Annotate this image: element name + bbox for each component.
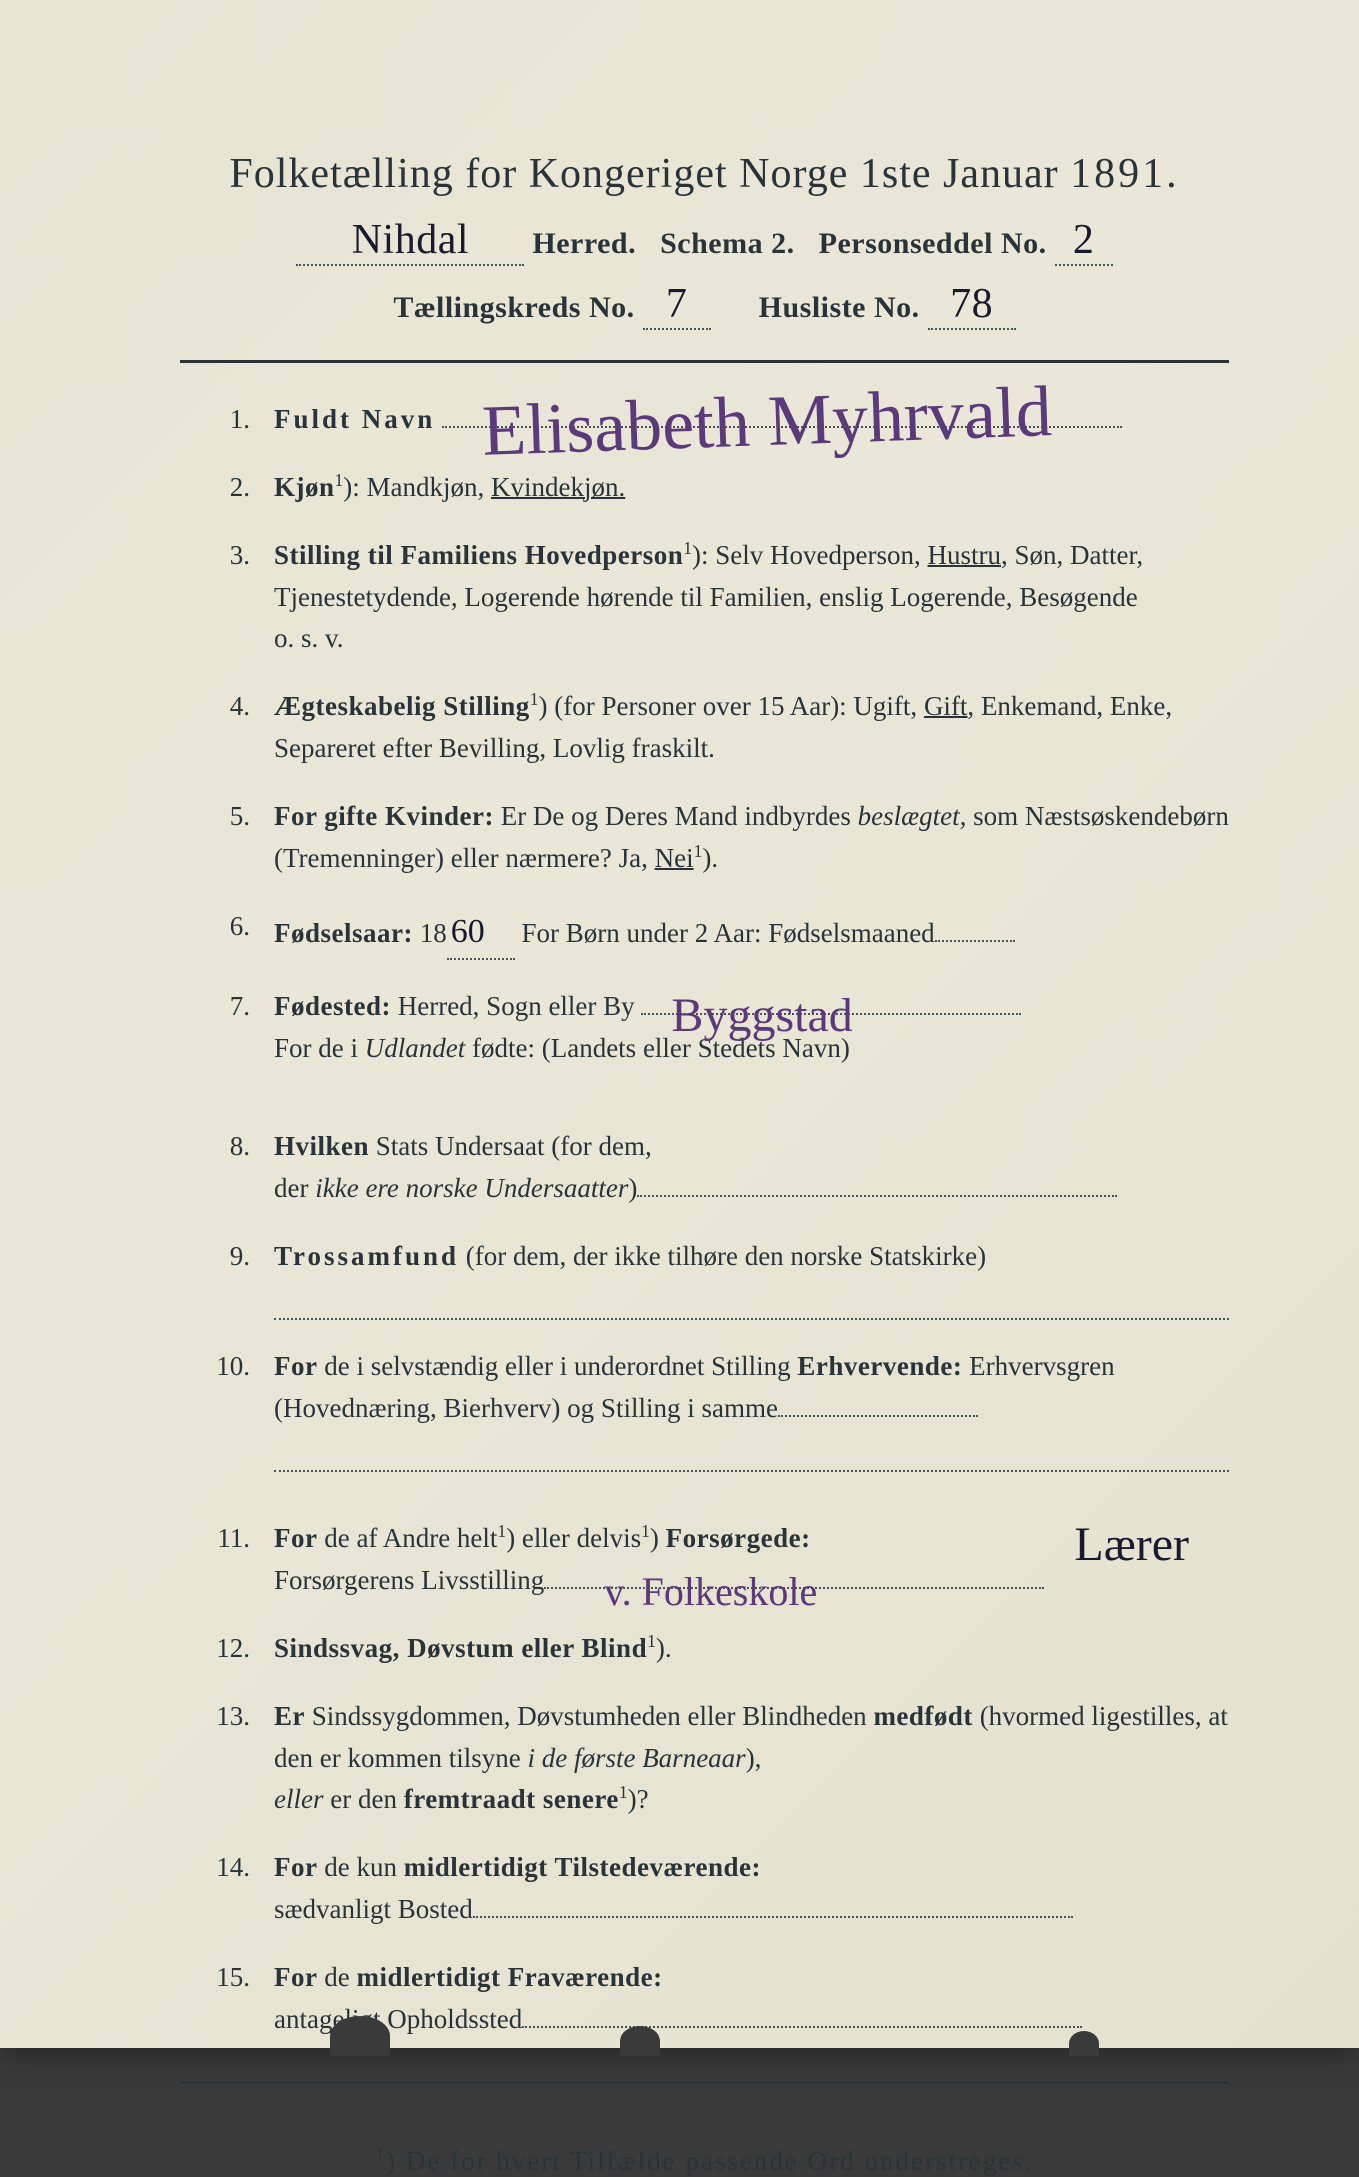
herred-handwritten: Nihdal xyxy=(352,216,469,264)
underlined-gift: Gift, xyxy=(924,691,974,721)
personseddel-label: Personseddel No. xyxy=(819,227,1047,260)
item-num: 7. xyxy=(180,986,274,1028)
label-trossamfund: Trossamfund xyxy=(274,1241,459,1271)
item-12: 12. Sindssvag, Døvstum eller Blind1). xyxy=(180,1628,1229,1670)
header-divider xyxy=(180,360,1229,363)
item-6: 6. Fødselsaar: 1860 For Børn under 2 Aar… xyxy=(180,906,1229,961)
item-7: 7. Fødested: Herred, Sogn eller By Byggs… xyxy=(180,986,1229,1070)
page-tear xyxy=(330,2016,390,2056)
personseddel-no: 2 xyxy=(1073,216,1095,264)
item-num: 2. xyxy=(180,467,274,509)
name-handwritten: Elisabeth Myhrvald xyxy=(480,356,1053,487)
item-3: 3. Stilling til Familiens Hovedperson1):… xyxy=(180,535,1229,661)
husliste-label: Husliste No. xyxy=(759,291,920,324)
birthplace-hw: Byggstad xyxy=(671,979,852,1053)
item-11: 11. For de af Andre helt1) eller delvis1… xyxy=(180,1518,1229,1602)
item-num: 6. xyxy=(180,906,274,948)
label-stilling: Stilling til Familiens Hovedperson xyxy=(274,540,683,570)
title-year: 1891. xyxy=(1070,151,1180,197)
schema-label: Schema 2. xyxy=(660,227,795,260)
item-9: 9. Trossamfund (for dem, der ikke tilhør… xyxy=(180,1236,1229,1320)
label-aegte: Ægteskabelig Stilling xyxy=(274,691,530,721)
footer-divider xyxy=(180,2081,1229,2084)
page-tear xyxy=(1069,2031,1099,2056)
item-num: 14. xyxy=(180,1847,274,1889)
label-fodested: Fødested: xyxy=(274,991,391,1021)
item-num: 4. xyxy=(180,686,274,728)
item-num: 12. xyxy=(180,1628,274,1670)
item-num: 1. xyxy=(180,399,274,441)
meta-line-2: Tællingskreds No. 7 Husliste No. 78 xyxy=(180,280,1229,330)
item-num: 11. xyxy=(180,1518,274,1560)
form-items: 1. Fuldt Navn Elisabeth Myhrvald 2. Kjøn… xyxy=(180,399,1229,2041)
underlined-hustru: Hustru xyxy=(928,540,1002,570)
meta-line-1: Nihdal Herred. Schema 2. Personseddel No… xyxy=(180,216,1229,266)
kreds-label: Tællingskreds No. xyxy=(393,291,634,324)
osv: o. s. v. xyxy=(274,618,1229,660)
item-num: 3. xyxy=(180,535,274,577)
label-fuldt-navn: Fuldt Navn xyxy=(274,404,435,434)
item-4: 4. Ægteskabelig Stilling1) (for Personer… xyxy=(180,686,1229,770)
item-14: 14. For de kun midlertidigt Tilstedevære… xyxy=(180,1847,1229,1931)
item-num: 9. xyxy=(180,1236,274,1278)
kreds-no: 7 xyxy=(666,280,688,328)
census-form-page: Folketælling for Kongeriget Norge 1ste J… xyxy=(0,0,1359,2048)
item-num: 15. xyxy=(180,1957,274,1999)
item-num: 8. xyxy=(180,1126,274,1168)
label-fodselsaar: Fødselsaar: xyxy=(274,918,413,948)
title-text: Folketælling for Kongeriget Norge 1ste J… xyxy=(229,151,1058,197)
footnote-text: ) De for hvert Tilfælde passende Ord und… xyxy=(386,2146,1033,2176)
livsstilling-hw: v. Folkeskole xyxy=(604,1561,817,1623)
birthyear-hw: 60 xyxy=(451,906,485,959)
item-8: 8. Hvilken Stats Undersaat (for dem, der… xyxy=(180,1126,1229,1210)
item-num: 5. xyxy=(180,796,274,838)
label-kjon: Kjøn xyxy=(274,472,335,502)
footnote: 1) De for hvert Tilfælde passende Ord un… xyxy=(180,2144,1229,2177)
husliste-no: 78 xyxy=(950,280,993,328)
item-num: 13. xyxy=(180,1696,274,1738)
label-sindssvag: Sindssvag, Døvstum eller Blind xyxy=(274,1633,647,1663)
item-num: 10. xyxy=(180,1346,274,1388)
herred-label: Herred. xyxy=(532,227,636,260)
item-5: 5. For gifte Kvinder: Er De og Deres Man… xyxy=(180,796,1229,880)
underlined-nei: Nei xyxy=(655,843,694,873)
item-10: 10. For de i selvstændig eller i underor… xyxy=(180,1346,1229,1472)
page-tear xyxy=(620,2026,660,2056)
item-13: 13. Er Sindssygdommen, Døvstumheden elle… xyxy=(180,1696,1229,1822)
forsorgede-hw: Lærer xyxy=(1074,1508,1189,1582)
form-header: Folketælling for Kongeriget Norge 1ste J… xyxy=(180,150,1229,330)
item-1: 1. Fuldt Navn Elisabeth Myhrvald xyxy=(180,399,1229,441)
label-gifte-kvinder: For gifte Kvinder: xyxy=(274,801,494,831)
form-title: Folketælling for Kongeriget Norge 1ste J… xyxy=(180,150,1229,198)
